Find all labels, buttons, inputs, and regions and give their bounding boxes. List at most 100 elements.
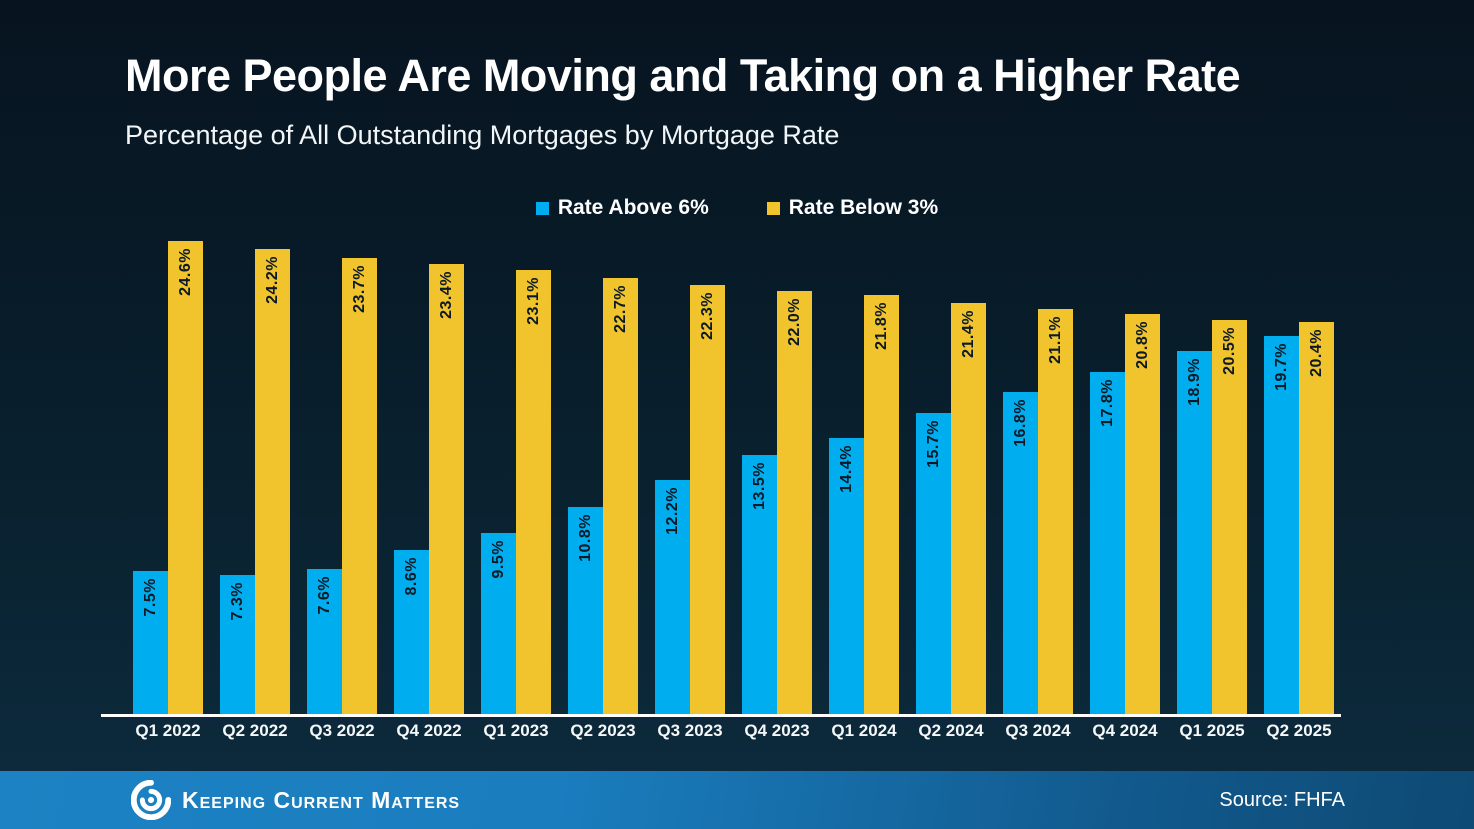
bar-value-label: 14.4%	[837, 445, 855, 493]
bar-group-q4-2022: 8.6% 23.4%	[394, 264, 464, 716]
bar-rate-below-3: 23.1%	[516, 270, 551, 716]
x-axis-label: Q2 2023	[570, 721, 636, 740]
bar-group-q2-2023: 10.8% 22.7%	[568, 278, 638, 716]
bar-value-label: 17.8%	[1098, 379, 1116, 427]
footer-bar: Keeping Current Matters Source: FHFA	[0, 771, 1474, 829]
bar-rate-above-6: 13.5%	[742, 455, 777, 716]
bar-rate-below-3: 20.4%	[1299, 322, 1334, 716]
bar-rate-below-3: 24.6%	[168, 241, 203, 716]
x-axis-label: Q4 2022	[396, 721, 462, 740]
bar-rate-below-3: 21.4%	[951, 303, 986, 716]
x-axis-label: Q1 2022	[135, 721, 201, 740]
bar-rate-above-6: 7.3%	[220, 575, 255, 716]
bar-rate-below-3: 20.5%	[1212, 320, 1247, 716]
x-axis-label: Q4 2024	[1092, 721, 1158, 740]
bar-value-label: 18.9%	[1185, 358, 1203, 406]
bar-value-label: 13.5%	[750, 462, 768, 510]
bar-rate-above-6: 7.6%	[307, 569, 342, 716]
bar-rate-above-6: 18.9%	[1177, 351, 1212, 716]
bar-value-label: 10.8%	[576, 514, 594, 562]
bar-value-label: 12.2%	[663, 487, 681, 535]
bar-value-label: 23.1%	[524, 277, 542, 325]
bar-value-label: 23.4%	[437, 271, 455, 319]
bar-rate-below-3: 22.3%	[690, 285, 725, 716]
bar-rate-above-6: 19.7%	[1264, 336, 1299, 716]
x-axis-label: Q3 2023	[657, 721, 723, 740]
bar-rate-above-6: 15.7%	[916, 413, 951, 716]
bar-group-q3-2023: 12.2% 22.3%	[655, 285, 725, 716]
bar-rate-above-6: 16.8%	[1003, 392, 1038, 716]
bar-rate-below-3: 22.7%	[603, 278, 638, 716]
bar-group-q2-2022: 7.3% 24.2%	[220, 249, 290, 716]
x-axis-label: Q2 2024	[918, 721, 984, 740]
bar-group-q2-2025: 19.7% 20.4%	[1264, 322, 1334, 716]
bar-rate-above-6: 17.8%	[1090, 372, 1125, 716]
bar-group-q3-2022: 7.6% 23.7%	[307, 258, 377, 716]
bar-rate-above-6: 8.6%	[394, 550, 429, 716]
bar-value-label: 24.6%	[176, 248, 194, 296]
bar-rate-below-3: 23.4%	[429, 264, 464, 716]
bar-group-q4-2023: 13.5% 22.0%	[742, 291, 812, 716]
bar-rate-above-6: 14.4%	[829, 438, 864, 716]
bar-value-label: 16.8%	[1011, 399, 1029, 447]
bar-rate-below-3: 20.8%	[1125, 314, 1160, 716]
x-axis-label: Q1 2024	[831, 721, 897, 740]
bar-value-label: 21.8%	[872, 302, 890, 350]
bar-rate-below-3: 24.2%	[255, 249, 290, 716]
bar-group-q3-2024: 16.8% 21.1%	[1003, 309, 1073, 716]
x-axis-label: Q4 2023	[744, 721, 810, 740]
bar-group-q1-2024: 14.4% 21.8%	[829, 295, 899, 716]
bar-rate-below-3: 23.7%	[342, 258, 377, 716]
bar-value-label: 9.5%	[489, 540, 507, 579]
x-axis-label: Q2 2025	[1266, 721, 1332, 740]
bar-group-q2-2024: 15.7% 21.4%	[916, 303, 986, 716]
bar-rate-below-3: 21.1%	[1038, 309, 1073, 716]
bar-value-label: 22.3%	[698, 292, 716, 340]
bar-rate-above-6: 12.2%	[655, 480, 690, 716]
bar-rate-above-6: 10.8%	[568, 507, 603, 716]
x-axis-label: Q3 2024	[1005, 721, 1071, 740]
chart-title: More People Are Moving and Taking on a H…	[125, 50, 1241, 101]
bar-rate-below-3: 22.0%	[777, 291, 812, 716]
bar-group-q4-2024: 17.8% 20.8%	[1090, 314, 1160, 716]
bar-value-label: 22.7%	[611, 285, 629, 333]
bar-value-label: 21.4%	[959, 310, 977, 358]
kcm-swirl-icon	[131, 780, 171, 820]
bar-value-label: 8.6%	[402, 557, 420, 596]
bar-value-label: 19.7%	[1272, 343, 1290, 391]
x-axis-line	[101, 714, 1341, 717]
bar-value-label: 22.0%	[785, 298, 803, 346]
brand-logo: Keeping Current Matters	[131, 780, 460, 820]
bar-value-label: 7.5%	[141, 578, 159, 617]
brand-name: Keeping Current Matters	[182, 786, 461, 813]
bar-value-label: 20.5%	[1220, 327, 1238, 375]
x-axis-labels: Q1 2022 Q2 2022 Q3 2022 Q4 2022 Q1 2023 Q2 20…	[133, 721, 1334, 745]
legend-item-rate-above-6: Rate Above 6%	[535, 196, 709, 220]
bar-value-label: 7.3%	[228, 582, 246, 621]
legend-marker-blue-icon	[535, 201, 549, 215]
bar-value-label: 20.8%	[1133, 321, 1151, 369]
x-axis-label: Q1 2023	[483, 721, 549, 740]
x-axis-label: Q1 2025	[1179, 721, 1245, 740]
bar-rate-below-3: 21.8%	[864, 295, 899, 716]
bar-group-q1-2022: 7.5% 24.6%	[133, 241, 203, 716]
bar-group-q1-2023: 9.5% 23.1%	[481, 270, 551, 716]
bar-value-label: 21.1%	[1046, 316, 1064, 364]
bar-value-label: 7.6%	[315, 576, 333, 615]
bar-group-q1-2025: 18.9% 20.5%	[1177, 320, 1247, 716]
legend-item-rate-below-3: Rate Below 3%	[766, 196, 939, 220]
bar-value-label: 24.2%	[263, 256, 281, 304]
bar-chart-plot-area: 7.5% 24.6% 7.3% 24.2% 7.6% 23.7% 8.6% 23.4% 9.5%…	[133, 241, 1334, 716]
legend-marker-yellow-icon	[766, 201, 780, 215]
bar-rate-above-6: 9.5%	[481, 533, 516, 716]
bar-value-label: 20.4%	[1307, 329, 1325, 377]
bar-value-label: 23.7%	[350, 265, 368, 313]
x-axis-label: Q3 2022	[309, 721, 375, 740]
chart-subtitle: Percentage of All Outstanding Mortgages …	[125, 120, 840, 150]
source-attribution: Source: FHFA	[1219, 788, 1345, 811]
x-axis-label: Q2 2022	[222, 721, 288, 740]
bar-value-label: 15.7%	[924, 420, 942, 468]
bar-rate-above-6: 7.5%	[133, 571, 168, 716]
legend-label: Rate Below 3%	[788, 196, 939, 219]
